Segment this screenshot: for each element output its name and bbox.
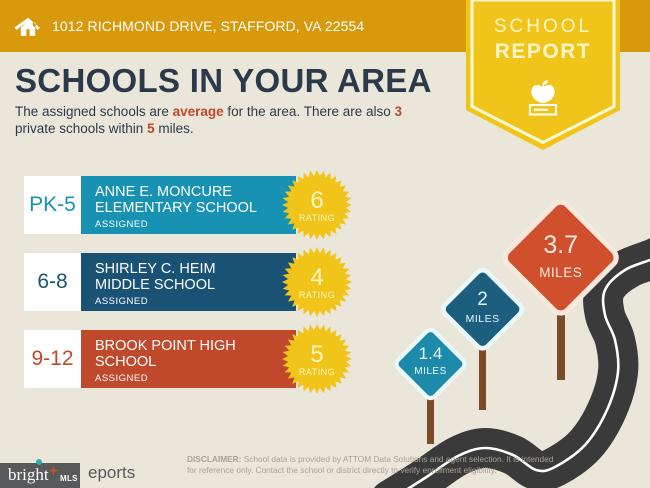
svg-text:1.4: 1.4	[419, 344, 443, 363]
svg-text:3.7: 3.7	[543, 231, 578, 259]
svg-text:MILES: MILES	[414, 366, 447, 377]
svg-text:MILES: MILES	[539, 265, 582, 280]
svg-text:MILES: MILES	[466, 313, 500, 325]
svg-text:2: 2	[477, 289, 488, 310]
